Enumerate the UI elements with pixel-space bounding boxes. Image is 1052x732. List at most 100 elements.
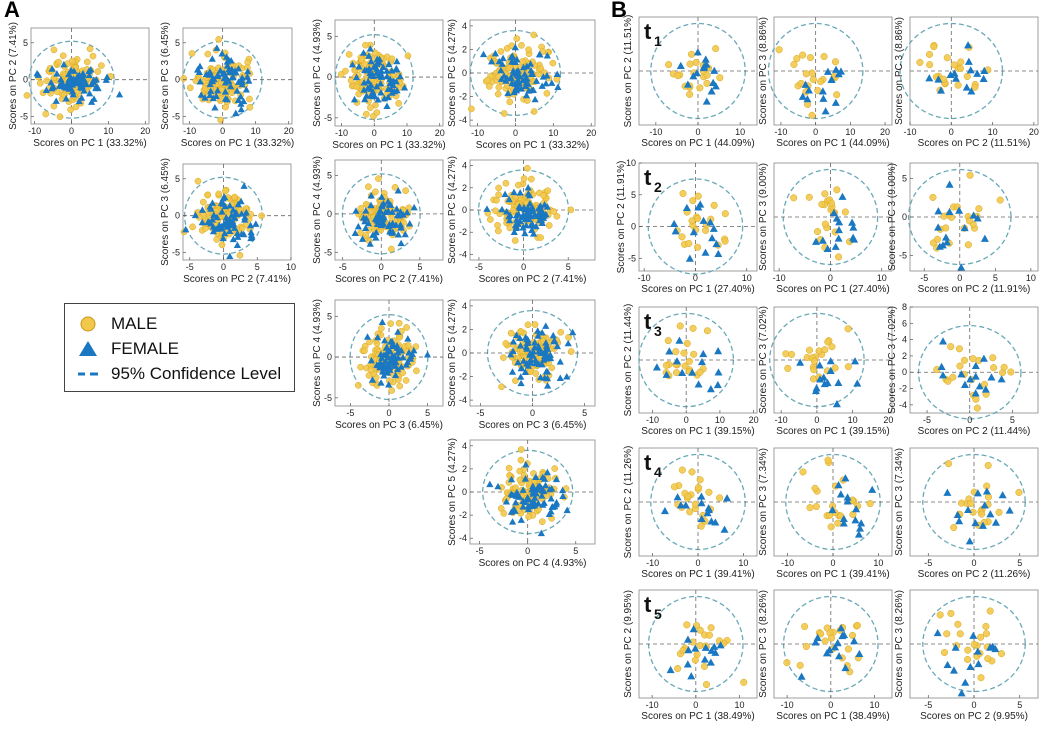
male-point — [831, 364, 839, 372]
female-point — [938, 371, 947, 379]
female-point — [206, 202, 214, 210]
female-point — [834, 481, 843, 489]
scatter-plot-A-r0c0: -10 0 10 20 -5 0 5 Scores on PC 1 (33.32%) Score… — [8, 22, 150, 149]
y-tick-label: 4 — [462, 301, 467, 311]
female-point — [197, 91, 205, 98]
female-point — [242, 86, 250, 93]
male-point — [56, 113, 64, 121]
female-point — [49, 83, 57, 90]
male-point — [375, 175, 382, 182]
female-point — [65, 70, 73, 77]
female-point — [955, 206, 964, 214]
female-point — [832, 214, 841, 222]
male-point — [544, 187, 552, 195]
female-point — [198, 206, 206, 213]
female-point — [692, 68, 701, 77]
female-point — [706, 218, 715, 226]
female-point — [406, 355, 415, 362]
female-point — [378, 193, 386, 200]
male-point — [468, 105, 475, 113]
male-point — [957, 58, 965, 66]
male-point — [817, 630, 825, 638]
x-tick-label: 0 — [693, 273, 698, 283]
female-point — [694, 380, 703, 388]
female-point — [531, 356, 540, 363]
y-axis-label: Scores on PC 4 (4.93%) — [312, 156, 323, 264]
scatter-plot-A-r0c2: -10 0 10 20 -5 0 5 Scores on PC 1 (33.32%) Score… — [312, 19, 446, 151]
female-point — [843, 497, 852, 505]
male-point — [721, 210, 729, 218]
female-point — [951, 643, 960, 651]
female-point — [226, 227, 234, 234]
female-point — [803, 95, 812, 103]
male-point — [528, 175, 535, 183]
female-point — [559, 492, 567, 500]
x-tick-label: -10 — [28, 126, 41, 136]
female-point — [691, 644, 700, 652]
male-point — [716, 74, 724, 82]
male-point — [686, 60, 694, 68]
male-point — [665, 61, 673, 69]
female-point — [818, 236, 827, 244]
x-axis-label: Scores on PC 2 (11.26%) — [918, 569, 1031, 580]
female-point — [522, 460, 530, 468]
female-point — [228, 73, 236, 81]
female-point — [399, 353, 407, 361]
scatter-plot-A-r0c3: -10 0 10 20 -4 -2 0 2 4 Scores on PC 1 (33.32%) Sc… — [447, 19, 596, 151]
male-point — [775, 46, 783, 54]
female-point — [363, 333, 372, 340]
female-point — [507, 475, 516, 483]
female-point — [505, 195, 513, 203]
female-point — [367, 356, 375, 364]
y-tick-label: 10 — [626, 158, 636, 168]
male-point — [664, 337, 672, 345]
male-point — [977, 633, 985, 641]
x-tick-label: -10 — [781, 700, 794, 710]
male-point — [527, 367, 534, 375]
y-axis-label: Scores on PC 2 (11.51%) — [623, 15, 634, 128]
female-point — [60, 60, 68, 68]
female-point — [510, 228, 518, 236]
male-point — [978, 510, 986, 518]
male-point — [525, 46, 532, 54]
x-tick-label: 0 — [695, 127, 700, 137]
female-point — [364, 77, 372, 85]
female-point — [499, 54, 507, 62]
female-point — [508, 79, 516, 87]
male-point — [362, 200, 370, 208]
female-point — [925, 74, 934, 82]
x-tick-label: 10 — [845, 127, 855, 137]
male-point — [821, 220, 829, 228]
female-point — [529, 347, 537, 355]
female-point — [207, 87, 215, 94]
female-point — [373, 69, 381, 76]
y-tick-label: 0 — [462, 68, 467, 78]
male-point — [831, 58, 840, 66]
female-point — [82, 79, 90, 87]
female-point — [697, 492, 706, 500]
female-point — [362, 224, 370, 231]
female-point — [535, 211, 543, 219]
female-point — [526, 191, 534, 199]
male-point — [189, 223, 196, 231]
y-tick-label: 6 — [902, 318, 907, 328]
female-point — [971, 389, 980, 397]
x-tick-label: 10 — [103, 126, 113, 136]
y-tick-label: -2 — [459, 92, 467, 102]
female-point — [52, 97, 60, 104]
male-point — [538, 518, 546, 526]
female-point — [85, 71, 93, 79]
female-point — [348, 60, 357, 68]
male-point — [530, 108, 538, 115]
female-point — [366, 45, 374, 52]
male-point — [353, 83, 361, 91]
x-tick-label: -5 — [476, 408, 484, 418]
female-point — [804, 86, 813, 94]
female-point — [65, 85, 73, 92]
female-point — [226, 252, 234, 260]
female-point — [714, 346, 723, 355]
female-point — [542, 210, 550, 218]
female-point — [507, 350, 515, 358]
male-point — [844, 645, 852, 653]
